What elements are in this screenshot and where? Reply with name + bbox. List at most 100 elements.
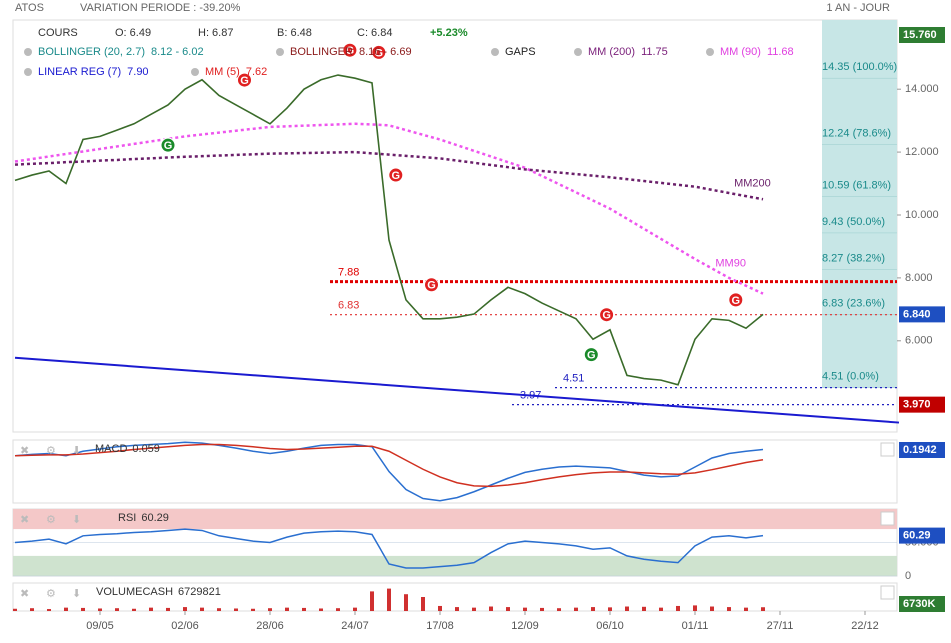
volume-bar — [540, 607, 544, 611]
panel-frame — [12, 582, 898, 612]
volume-bar — [438, 605, 442, 611]
fib-label: 8.27 (38.2%) — [822, 252, 885, 264]
ohlc-value: C: 6.84 — [357, 27, 392, 39]
panel-icon: ⚙ — [46, 445, 56, 457]
annotation: MM200 — [734, 177, 771, 189]
price-badge-label: 6730K — [903, 598, 935, 610]
volume-bar — [676, 605, 680, 611]
indicator-value: 8.12 - 6.02 — [151, 46, 204, 58]
indicator-icon — [491, 48, 499, 56]
x-tick-label: 12/09 — [511, 620, 539, 632]
panel-icon: ⬇ — [72, 445, 81, 457]
price-badge — [899, 396, 945, 413]
price-badge-label: 0.1942 — [903, 444, 937, 456]
volume-bar — [166, 607, 170, 611]
volume-bar — [642, 606, 646, 611]
volume-bar — [591, 607, 595, 611]
volume-bar — [455, 607, 459, 611]
volume-bar — [47, 609, 51, 611]
price-badge — [899, 306, 945, 323]
change: +5.23% — [430, 27, 468, 39]
fib-label: 9.43 (50.0%) — [822, 216, 885, 228]
panel-checkbox — [880, 442, 895, 457]
signal-marker — [388, 167, 404, 183]
panel-icon: ✖ — [20, 588, 29, 600]
volume-bar — [404, 594, 408, 611]
panel-value: 0.059 — [132, 443, 160, 455]
variation: VARIATION PERIODE : -39.20% — [80, 2, 241, 14]
indicator-name: MM (90) — [720, 46, 761, 58]
annotation: MM90 — [715, 258, 746, 270]
indicator-value: 7.62 — [246, 66, 267, 78]
panel-checkbox — [880, 511, 895, 526]
panel-name: MACD — [95, 443, 127, 455]
y-tick-label: 12.000 — [905, 146, 939, 158]
price-badge — [899, 527, 945, 544]
signal-label: G — [602, 310, 611, 322]
indicator-icon — [24, 68, 32, 76]
indicator-name: BOLLINGER (20, 2.7) — [38, 46, 145, 58]
x-tick-label: 09/05 — [86, 620, 114, 632]
indicator-name: MM (5) — [205, 66, 240, 78]
panel-value: 60.29 — [141, 512, 169, 524]
volume-bar — [268, 608, 272, 611]
legend-cours: COURS — [38, 27, 78, 39]
volume-bar — [336, 608, 340, 611]
indicator-icon — [574, 48, 582, 56]
volume-bar — [30, 608, 34, 611]
signal-marker — [342, 42, 358, 58]
volume-bar — [387, 588, 391, 611]
panel-icon: ⚙ — [46, 588, 56, 600]
volume-bar — [234, 608, 238, 611]
x-tick-label: 28/06 — [256, 620, 284, 632]
indicator-name: MM (200) — [588, 46, 635, 58]
indicator-value: 11.68 — [767, 46, 794, 58]
indicator-name: GAPS — [505, 46, 536, 58]
volume-bar — [574, 607, 578, 611]
signal-label: G — [375, 47, 384, 59]
price-badge-label: 60.29 — [903, 530, 931, 542]
volume-bar — [149, 607, 153, 611]
volume-bar — [115, 608, 119, 611]
series-line — [14, 443, 764, 488]
volume-bar — [217, 608, 221, 611]
signal-marker — [728, 292, 744, 308]
signal-label: G — [732, 295, 741, 307]
overbought-zone — [13, 509, 897, 530]
volume-bar — [98, 608, 102, 611]
indicator-name: BOLLINGER — [290, 46, 353, 58]
volume-bar — [506, 607, 510, 611]
indicator-icon — [24, 48, 32, 56]
series-line — [14, 150, 764, 201]
x-tick-label: 06/10 — [596, 620, 624, 632]
trend-line — [14, 356, 900, 424]
fib-label: 12.24 (78.6%) — [822, 127, 891, 139]
volume-bar — [659, 607, 663, 611]
panel-value: 6729821 — [178, 586, 221, 598]
x-tick-label: 27/11 — [767, 620, 794, 632]
signal-marker — [371, 44, 387, 60]
x-tick-label: 02/06 — [171, 620, 199, 632]
volume-bar — [285, 607, 289, 611]
y-tick-label: 10.000 — [905, 209, 939, 221]
panel-icon: ⚙ — [46, 514, 56, 526]
panel-name: VOLUMECASH — [96, 586, 173, 598]
volume-bar — [64, 607, 68, 611]
volume-bar — [710, 606, 714, 611]
volume-bar — [693, 605, 697, 611]
volume-bar — [761, 607, 765, 611]
volume-bar — [421, 597, 425, 611]
volume-bar — [302, 607, 306, 611]
volume-bar — [319, 608, 323, 611]
volume-bar — [353, 607, 357, 611]
ohlc-value: O: 6.49 — [115, 27, 151, 39]
panel-name: RSI — [118, 512, 136, 524]
level-label: 6.83 — [338, 300, 359, 312]
indicator-icon — [191, 68, 199, 76]
x-tick-label: 17/08 — [426, 620, 454, 632]
price-badge — [899, 27, 945, 43]
panel-icon: ✖ — [20, 514, 29, 526]
volume-bar — [472, 607, 476, 611]
ohlc-value: B: 6.48 — [277, 27, 312, 39]
y-tick-label: 0 — [905, 570, 911, 582]
